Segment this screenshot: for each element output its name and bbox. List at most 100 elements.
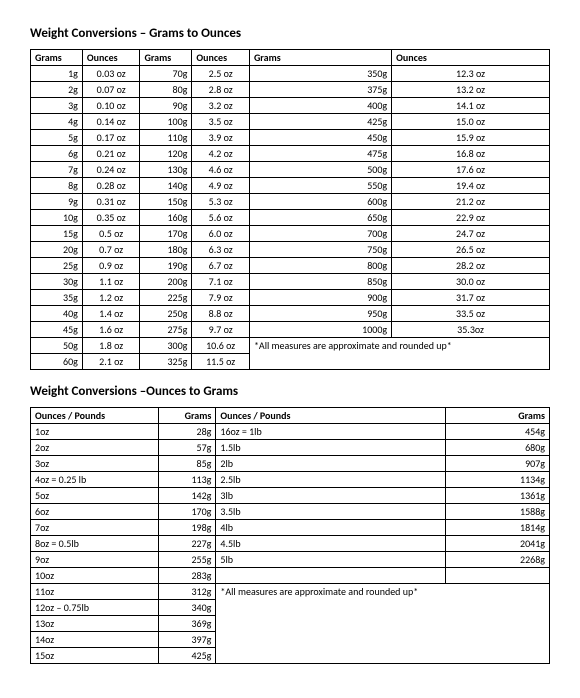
table-cell: 33.5 oz [392,306,550,322]
table-cell: 3lb [216,488,446,504]
table-row: 10g0.35 oz160g5.6 oz650g22.9 oz [31,210,550,226]
table-cell: 900g [249,290,391,306]
table-cell: 1oz [31,424,159,440]
table-cell: 6g [31,146,83,162]
table-cell: 7.1 oz [192,274,250,290]
table-cell: 800g [249,258,391,274]
table-cell: 150g [140,194,192,210]
table-cell: 1134g [446,472,550,488]
table-row: 50g1.8 oz300g10.6 oz*All measures are ap… [31,338,550,354]
table-row: 9g0.31 oz150g5.3 oz600g21.2 oz [31,194,550,210]
table-cell: 2041g [446,536,550,552]
table-cell: 15g [31,226,83,242]
table-row: 8g0.28 oz140g4.9 oz550g19.4 oz [31,178,550,194]
title-ounces-to-grams: Weight Conversions –Ounces to Grams [30,384,550,399]
table-cell: 850g [249,274,391,290]
table-cell: 13.2 oz [392,82,550,98]
table-cell: 8g [31,178,83,194]
table-cell: 198g [158,520,216,536]
column-header: Grams [158,408,216,424]
table-cell: 250g [140,306,192,322]
table-cell: 0.24 oz [82,162,140,178]
table-cell: 1.2 oz [82,290,140,306]
table-cell: 9oz [31,552,159,568]
table-cell: 0.03 oz [82,66,140,82]
table-row: 3g0.10 oz90g3.2 oz400g14.1 oz [31,98,550,114]
table-cell: 1.5lb [216,440,446,456]
table-cell: 3oz [31,456,159,472]
table-cell: 4.5lb [216,536,446,552]
table-row: 40g1.4 oz250g8.8 oz950g33.5 oz [31,306,550,322]
table-cell: 2lb [216,456,446,472]
table-cell: 16.8 oz [392,146,550,162]
table-cell: 2.8 oz [192,82,250,98]
table-cell: 35g [31,290,83,306]
table-cell: 227g [158,536,216,552]
table-row: 7oz198g4lb1814g [31,520,550,536]
table-row: 2oz57g1.5lb680g [31,440,550,456]
table-cell: 700g [249,226,391,242]
footnote-cell: *All measures are approximate and rounde… [249,338,549,370]
table-cell: 9g [31,194,83,210]
table-cell: 1814g [446,520,550,536]
table-cell: 70g [140,66,192,82]
table-cell: 16oz = 1lb [216,424,446,440]
table-cell: 3g [31,98,83,114]
table-cell: 13oz [31,616,159,632]
table-cell: 200g [140,274,192,290]
table-row: 25g0.9 oz190g6.7 oz800g28.2 oz [31,258,550,274]
column-header: Grams [140,50,192,66]
table-row: 4g0.14 oz100g3.5 oz425g15.0 oz [31,114,550,130]
table-row: 11oz312g*All measures are approximate an… [31,584,550,600]
table-row: 4oz = 0.25 lb113g2.5lb1134g [31,472,550,488]
table-cell: 1.4 oz [82,306,140,322]
table-cell: 2g [31,82,83,98]
table-row: 20g0.7 oz180g6.3 oz750g26.5 oz [31,242,550,258]
table-cell: 3.5 oz [192,114,250,130]
table-cell: 85g [158,456,216,472]
table-cell: 130g [140,162,192,178]
table-cell: 8oz = 0.5lb [31,536,159,552]
table-cell: 3.5lb [216,504,446,520]
table-row: 6oz170g3.5lb1588g [31,504,550,520]
table-grams-to-ounces: GramsOuncesGramsOuncesGramsOunces 1g0.03… [30,49,550,370]
table-cell: 80g [140,82,192,98]
table-cell: 14.1 oz [392,98,550,114]
table-cell: 450g [249,130,391,146]
table-cell: 45g [31,322,83,338]
table-cell: 4oz = 0.25 lb [31,472,159,488]
table-cell: 4g [31,114,83,130]
table-cell: 680g [446,440,550,456]
table-cell: 7.9 oz [192,290,250,306]
table-cell: 160g [140,210,192,226]
table-row: 35g1.2 oz225g7.9 oz900g31.7 oz [31,290,550,306]
table-cell: 30g [31,274,83,290]
table-row: 5oz142g3lb1361g [31,488,550,504]
column-header: Ounces / Pounds [31,408,159,424]
table-cell: 1.1 oz [82,274,140,290]
table-cell: 0.17 oz [82,130,140,146]
table-cell: 0.28 oz [82,178,140,194]
table-cell: 4.9 oz [192,178,250,194]
table-cell: 5.6 oz [192,210,250,226]
table-cell: 425g [249,114,391,130]
table-cell: 1.8 oz [82,338,140,354]
table-row: 10oz283g [31,568,550,584]
table-cell: 7g [31,162,83,178]
table-cell: 31.7 oz [392,290,550,306]
table-row: 30g1.1 oz200g7.1 oz850g30.0 oz [31,274,550,290]
column-header: Grams [446,408,550,424]
table-row: 1oz28g16oz = 1lb454g [31,424,550,440]
column-header: Grams [31,50,83,66]
table-cell: 0.21 oz [82,146,140,162]
table-cell: 15.9 oz [392,130,550,146]
table-cell: 10.6 oz [192,338,250,354]
table-cell: 9.7 oz [192,322,250,338]
table-cell: 0.7 oz [82,242,140,258]
table-cell: 0.10 oz [82,98,140,114]
table-cell: 11oz [31,584,159,600]
table-cell: 2268g [446,552,550,568]
table-cell: 113g [158,472,216,488]
table-row: 6g0.21 oz120g4.2 oz475g16.8 oz [31,146,550,162]
table-cell: 0.5 oz [82,226,140,242]
